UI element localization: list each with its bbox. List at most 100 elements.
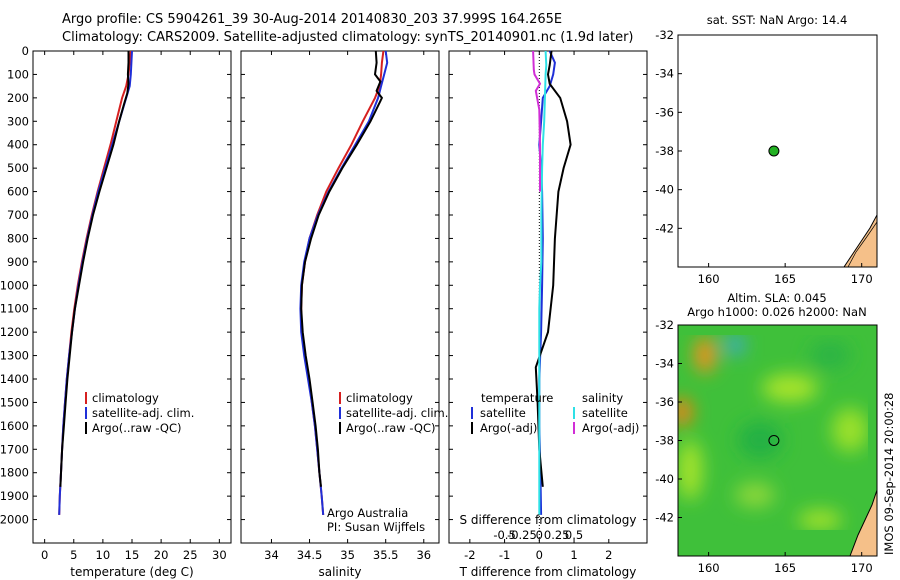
sla-anomaly-yellow-5 — [798, 510, 842, 530]
depth-tick-label: 700 — [7, 208, 29, 222]
legend-climatology-label: climatology — [92, 391, 159, 405]
imos-timestamp: IMOS 09-Sep-2014 20:00:28 — [882, 393, 896, 556]
legend-sal-satellite-label: satellite — [582, 406, 628, 420]
sla-anomaly-high-2 — [678, 398, 692, 426]
argo-position-marker — [768, 145, 780, 157]
depth-tick-label: 600 — [7, 185, 29, 199]
x-tick-label: -1 — [499, 548, 510, 562]
depth-tick-label: 300 — [7, 114, 29, 128]
depth-tick-label: 0 — [22, 44, 29, 58]
depth-tick-label: 1800 — [0, 466, 29, 480]
x-tick-label: 34 — [264, 548, 279, 562]
legend-satellite-label: satellite-adj. clim. — [346, 406, 448, 420]
map-x-tick-label: 160 — [698, 561, 720, 575]
temperature-x-label: temperature (deg C) — [70, 565, 193, 579]
map-x-tick-label: 170 — [851, 272, 873, 286]
temperature-axes-frame — [32, 50, 232, 544]
sla-anomaly-green-1 — [738, 422, 782, 458]
sla-anomaly-high-1 — [695, 337, 715, 373]
map-y-tick-label: -36 — [655, 105, 674, 119]
x-tick-label: 5 — [70, 548, 77, 562]
sla-map-title-line2: Argo h1000: 0.026 h2000: NaN — [687, 305, 866, 319]
x-tick-label: 36 — [416, 548, 431, 562]
series-line-argo — [534, 50, 572, 487]
x-tick-label: 2 — [605, 548, 612, 562]
map-y-tick-label: -36 — [655, 395, 674, 409]
depth-tick-label: 800 — [7, 231, 29, 245]
depth-tick-label: 1000 — [0, 278, 29, 292]
map-y-tick-label: -40 — [655, 183, 674, 197]
x-tick-label: 35.5 — [373, 548, 399, 562]
map-x-tick-label: 165 — [774, 561, 796, 575]
depth-tick-label: 2000 — [0, 513, 29, 527]
map-x-tick-label: 160 — [698, 272, 720, 286]
sla-land-polygon — [849, 489, 877, 556]
s-tick-label: 0.25 — [544, 528, 570, 542]
legend-argo-label: Argo(..raw -QC) — [346, 421, 436, 435]
legend-temperature-title: temperature — [481, 391, 553, 405]
legend-temp-satellite-label: satellite — [480, 406, 526, 420]
argo-position-marker — [768, 434, 780, 446]
map-y-tick-label: -38 — [655, 434, 674, 448]
t-difference-label: T difference from climatology — [459, 565, 637, 579]
series-line-argo — [59, 51, 130, 487]
depth-tick-label: 1900 — [0, 489, 29, 503]
depth-tick-label: 500 — [7, 161, 29, 175]
x-tick-label: 1 — [570, 548, 577, 562]
salinity-legend: climatology satellite-adj. clim. Argo(..… — [339, 391, 448, 435]
x-tick-label: 34.5 — [297, 548, 323, 562]
sla-anomaly-green-2 — [810, 341, 850, 369]
depth-tick-label: 400 — [7, 138, 29, 152]
map-y-tick-label: -42 — [655, 221, 674, 235]
salinity-axes-frame — [240, 50, 440, 544]
figure-title-line2: Climatology: CARS2009. Satellite-adjuste… — [62, 30, 634, 45]
temperature-panel: 0100200300400500600700800900100011001200… — [0, 44, 232, 579]
series-line-sal_satellite — [538, 50, 548, 515]
legend-climatology-label: climatology — [346, 391, 413, 405]
sla-map-title-line1: Altim. SLA: 0.045 — [727, 291, 826, 305]
sla-anomaly-yellow-1 — [678, 440, 702, 500]
depth-tick-label: 200 — [7, 91, 29, 105]
sla-anomaly-low-1 — [725, 335, 745, 355]
map-y-tick-label: -34 — [655, 357, 674, 371]
depth-tick-label: 900 — [7, 255, 29, 269]
depth-tick-label: 1300 — [0, 349, 29, 363]
s-tick-label: -0.5 — [493, 528, 515, 542]
sst-land-polygon — [843, 214, 877, 267]
figure-title-line1: Argo profile: CS 5904261_39 30-Aug-2014 … — [62, 12, 563, 27]
sla-anomaly-yellow-4 — [735, 483, 775, 507]
salinity-x-label: salinity — [318, 565, 361, 579]
s-difference-label: S difference from climatology — [460, 513, 637, 527]
s-tick-label: -0.25 — [507, 528, 537, 542]
x-tick-label: 0 — [41, 548, 48, 562]
series-line-argo — [300, 50, 384, 487]
x-tick-label: 25 — [183, 548, 198, 562]
credit-line2: PI: Susan Wijffels — [327, 520, 425, 534]
sla-heatmap — [678, 325, 877, 556]
legend-sal-argo-label: Argo(-adj) — [582, 421, 639, 435]
depth-tick-label: 1100 — [0, 302, 29, 316]
legend-satellite-label: satellite-adj. clim. — [92, 406, 194, 420]
legend-salinity-title: salinity — [582, 391, 623, 405]
difference-legend: temperature satellite Argo(-adj) salinit… — [471, 391, 639, 435]
map-y-tick-label: -32 — [655, 28, 674, 42]
legend-temp-argo-label: Argo(-adj) — [480, 421, 537, 435]
salinity-panel: 34 34.5 35 35.5 36 salinity climatology sate… — [240, 50, 448, 579]
depth-tick-label: 1600 — [0, 419, 29, 433]
difference-axes-frame — [448, 50, 648, 544]
s-tick-label: 0 — [536, 528, 543, 542]
depth-tick-label: 1400 — [0, 372, 29, 386]
map-y-tick-label: -34 — [655, 67, 674, 81]
sst-map-panel: sat. SST: NaN Argo: 14.4 160 165 170 -32 -34… — [655, 13, 878, 286]
map-y-tick-label: -38 — [655, 144, 674, 158]
x-tick-label: 30 — [212, 548, 227, 562]
temperature-legend: climatology satellite-adj. clim. Argo(..… — [85, 391, 194, 435]
sla-anomaly-yellow-3 — [832, 408, 868, 452]
sla-map-panel: Altim. SLA: 0.045 Argo h1000: 0.026 h200… — [655, 291, 878, 575]
x-tick-label: -2 — [464, 548, 475, 562]
depth-tick-label: 1200 — [0, 325, 29, 339]
sst-coast-contour — [847, 221, 877, 267]
depth-tick-label: 1700 — [0, 442, 29, 456]
sst-map-title: sat. SST: NaN Argo: 14.4 — [707, 13, 848, 27]
